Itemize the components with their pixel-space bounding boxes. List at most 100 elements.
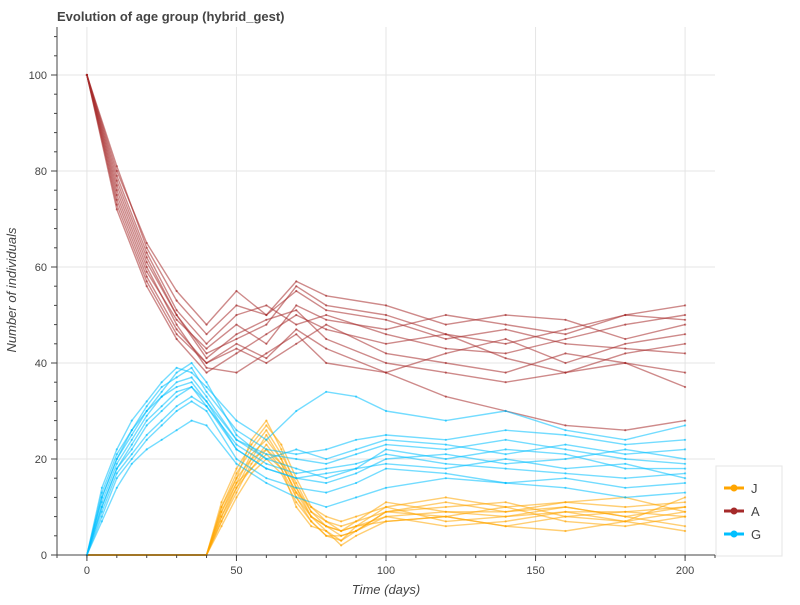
series-point-j xyxy=(265,433,268,437)
y-tick-label: 60 xyxy=(35,262,47,274)
series-point-g xyxy=(564,457,567,461)
series-point-j xyxy=(325,520,328,523)
series-point-a xyxy=(295,309,298,312)
series-point-g xyxy=(624,453,627,456)
series-point-g xyxy=(504,457,507,461)
series-point-a xyxy=(504,342,507,345)
series-point-j xyxy=(340,520,343,523)
series-point-a xyxy=(444,323,447,326)
series-point-g xyxy=(145,448,148,451)
series-point-a xyxy=(265,357,268,360)
series-point-g xyxy=(444,443,447,446)
series-point-g xyxy=(175,366,178,369)
series-point-g xyxy=(265,438,268,441)
axes: 0 50 100 150 200 0 20 40 60 80 100 xyxy=(29,27,716,577)
series-line-j xyxy=(86,453,686,556)
series-point-g xyxy=(160,385,163,389)
series-point-a xyxy=(235,304,238,307)
series-point-a xyxy=(175,328,178,331)
series-point-j xyxy=(564,505,567,509)
series-point-a xyxy=(265,318,268,321)
series-point-a xyxy=(624,347,627,350)
series-point-g xyxy=(683,438,687,441)
series-point-g xyxy=(564,477,567,480)
y-tick-label: 80 xyxy=(35,166,47,178)
series-point-g xyxy=(130,462,133,465)
series-point-g xyxy=(295,409,298,413)
series-point-g xyxy=(160,419,163,422)
series-line-g xyxy=(86,400,686,556)
series-point-g xyxy=(145,414,148,417)
series-point-a xyxy=(175,313,178,317)
series-point-g xyxy=(115,477,118,480)
series-point-g xyxy=(145,419,148,422)
series-point-a xyxy=(624,352,627,355)
legend: JAG xyxy=(715,465,783,557)
series-point-a xyxy=(265,323,268,326)
series-point-g xyxy=(624,496,627,499)
series-point-g xyxy=(100,486,103,489)
series-point-g xyxy=(384,457,388,461)
series-point-a xyxy=(145,241,148,245)
series-point-j xyxy=(250,462,253,465)
series-point-a xyxy=(295,323,298,326)
series-point-j xyxy=(235,496,238,499)
series-point-a xyxy=(175,337,178,341)
series-point-g xyxy=(190,366,193,369)
series-point-a xyxy=(683,385,687,389)
series-line-g xyxy=(86,381,686,556)
series-point-j xyxy=(235,472,238,475)
series-point-g xyxy=(504,438,507,441)
series-point-j xyxy=(384,515,388,518)
series-point-g xyxy=(235,457,238,461)
series-point-g xyxy=(115,486,118,489)
series-point-g xyxy=(265,477,268,480)
series-point-g xyxy=(564,467,567,470)
series-point-a xyxy=(444,337,447,341)
series-point-a xyxy=(564,328,567,331)
series-point-a xyxy=(145,270,148,273)
series-point-a xyxy=(624,429,627,432)
series-point-j xyxy=(295,505,298,509)
series-point-g xyxy=(504,481,507,485)
series-point-g xyxy=(325,505,328,509)
series-point-a xyxy=(265,313,268,317)
series-point-j xyxy=(325,529,328,533)
series-point-g xyxy=(325,472,328,475)
series-point-g xyxy=(145,424,148,427)
series-point-g xyxy=(115,462,118,465)
series-point-a xyxy=(175,323,178,326)
series-point-g xyxy=(100,491,103,494)
series-point-g xyxy=(205,395,208,398)
series-point-a xyxy=(115,208,118,211)
series-point-a xyxy=(683,304,687,307)
series-point-g xyxy=(295,457,298,461)
series-point-j xyxy=(444,505,447,509)
series-point-j xyxy=(280,443,283,446)
series-point-a xyxy=(325,304,328,307)
series-point-j xyxy=(325,525,328,528)
series-point-g xyxy=(683,477,687,480)
series-point-g xyxy=(325,481,328,485)
series-point-g xyxy=(175,390,178,393)
series-point-a xyxy=(444,361,447,365)
series-point-j xyxy=(354,529,358,533)
series-point-g xyxy=(504,429,507,432)
series-point-g xyxy=(100,520,103,523)
series-point-g xyxy=(160,424,163,427)
y-tick-label: 20 xyxy=(35,454,47,466)
series-point-a xyxy=(325,309,328,312)
series-point-j xyxy=(504,510,507,513)
series-point-g xyxy=(190,400,193,403)
series-point-a xyxy=(295,333,298,336)
series-point-j xyxy=(295,491,298,494)
series-point-a xyxy=(295,328,298,331)
series-point-a xyxy=(325,328,328,331)
series-point-g xyxy=(683,481,687,485)
series-point-a xyxy=(325,337,328,341)
series-point-j xyxy=(504,501,507,504)
series-point-g xyxy=(235,433,238,437)
series-point-a xyxy=(205,361,208,365)
series-point-a xyxy=(295,304,298,307)
